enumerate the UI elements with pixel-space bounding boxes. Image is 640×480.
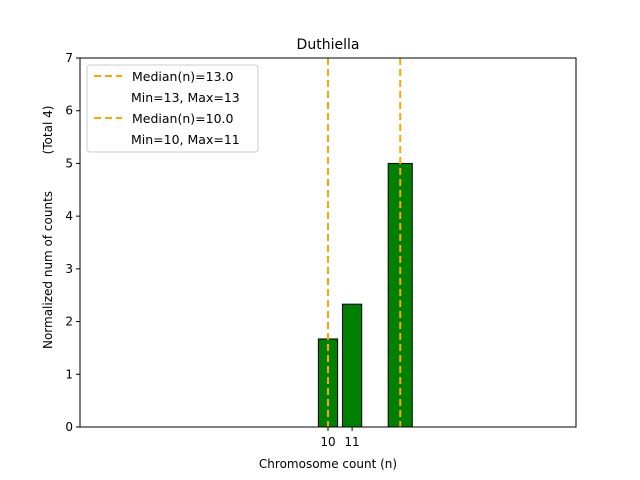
y-tick-label: 6 <box>65 104 73 118</box>
x-tick-label: 10 <box>320 435 335 449</box>
legend: Median(n)=13.0 Min=13, Max=13 Median(n)=… <box>86 64 259 153</box>
legend-box <box>86 64 259 153</box>
legend-sub-1: Min=13, Max=13 <box>131 90 240 105</box>
y-axis-total-note: (Total 4) <box>41 106 55 155</box>
y-tick-label: 0 <box>65 420 73 434</box>
y-tick-label: 5 <box>65 156 73 170</box>
legend-label-1: Median(n)=13.0 <box>132 69 233 84</box>
y-tick-label: 3 <box>65 262 73 276</box>
y-tick-label: 4 <box>65 209 73 223</box>
y-axis-label: Normalized num of counts <box>41 191 55 349</box>
chart-title: Duthiella <box>297 37 360 53</box>
y-tick-label: 7 <box>65 51 73 65</box>
x-tick-label: 11 <box>344 435 359 449</box>
legend-sub-2: Min=10, Max=11 <box>131 132 240 147</box>
bar-11 <box>341 303 363 428</box>
x-axis-label: Chromosome count (n) <box>259 457 397 471</box>
legend-label-2: Median(n)=10.0 <box>132 111 233 126</box>
y-tick-label: 2 <box>65 315 73 329</box>
y-tick-label: 1 <box>65 367 73 381</box>
